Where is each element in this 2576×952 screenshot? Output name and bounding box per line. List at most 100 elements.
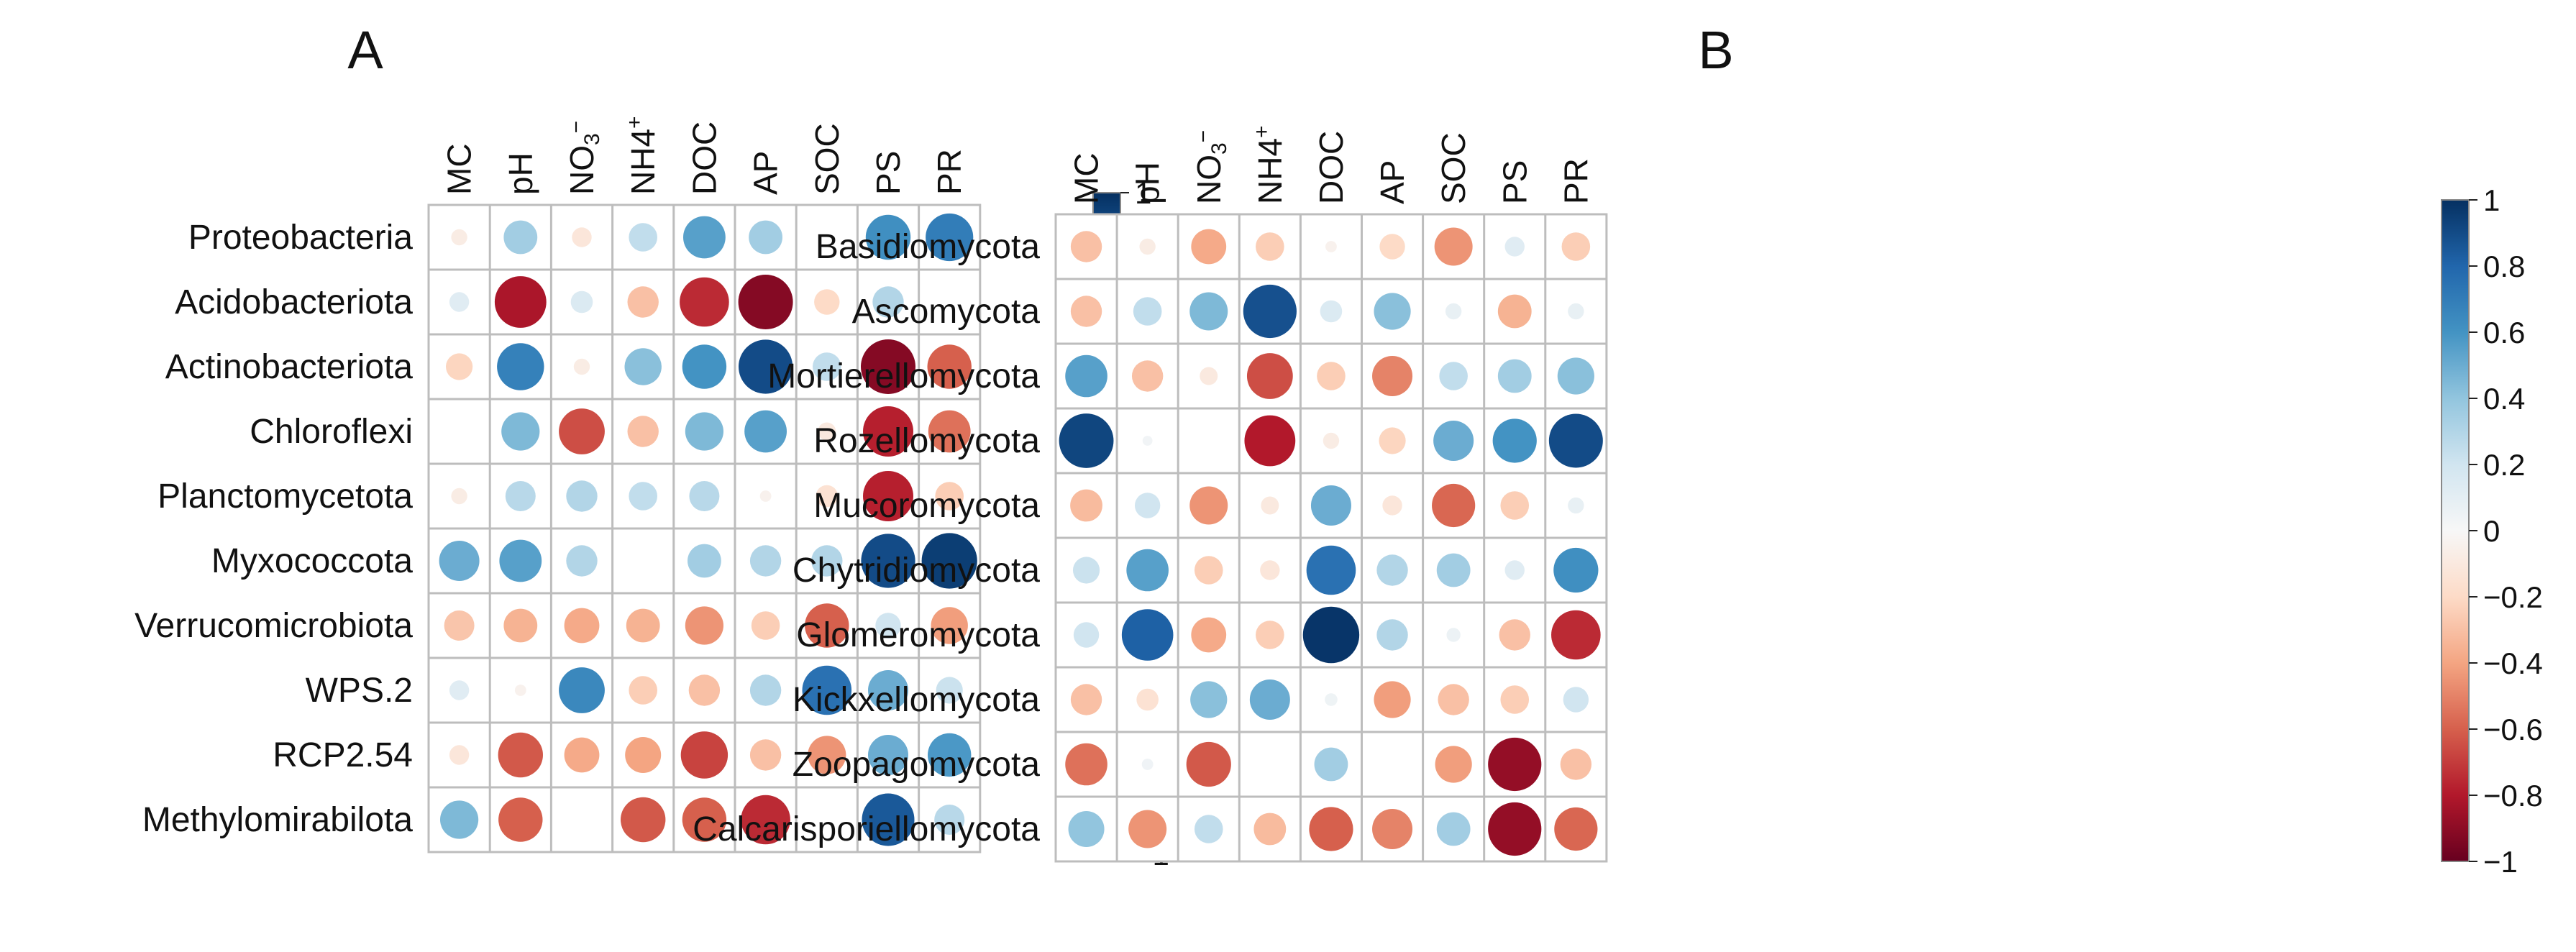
- correlation-circle: [872, 286, 904, 318]
- correlation-circle: [680, 731, 729, 779]
- correlation-circle: [814, 289, 840, 315]
- correlation-circle: [566, 545, 598, 577]
- correlation-circle: [935, 482, 964, 511]
- correlation-circle: [1186, 741, 1231, 787]
- column-label: SOC: [1435, 132, 1472, 204]
- correlation-circle: [1379, 427, 1406, 454]
- correlation-circle: [1432, 483, 1476, 528]
- row-label: Planctomycetota: [157, 477, 413, 516]
- correlation-circle: [503, 220, 538, 255]
- correlation-circle: [1302, 606, 1360, 664]
- correlation-circle: [1436, 812, 1471, 846]
- column-label: MC: [441, 143, 478, 195]
- panel-b: B MC pH NO3− NH4+ DOC AP SOC PS PR Basidiomycota…: [693, 20, 2543, 879]
- panel-b-row-labels: Basidiomycota Ascomycota Mortierellomycota…: [693, 228, 1040, 848]
- correlation-circle: [572, 227, 592, 247]
- panel-a-column-labels: MC pH NO3− NH4+ DOC AP SOC PS PR: [441, 116, 969, 195]
- correlation-circle: [1379, 234, 1405, 260]
- correlation-circle: [1246, 353, 1293, 399]
- correlation-circle: [1372, 356, 1413, 396]
- correlation-circle: [738, 275, 793, 329]
- correlation-circle: [1548, 413, 1603, 468]
- correlation-circle: [629, 223, 657, 252]
- correlation-circle: [1309, 807, 1353, 851]
- correlation-circle: [1374, 293, 1411, 330]
- correlation-circle: [926, 213, 974, 262]
- correlation-circle: [1497, 294, 1532, 329]
- colorbar-tick-label: 0: [2483, 514, 2500, 548]
- colorbar-tick-label: 0.4: [2483, 382, 2525, 416]
- correlation-circle: [1073, 622, 1100, 648]
- correlation-circle: [751, 611, 780, 640]
- correlation-circle: [627, 416, 659, 447]
- correlation-circle: [1190, 681, 1228, 718]
- correlation-circle: [505, 481, 536, 511]
- correlation-circle: [1249, 679, 1290, 720]
- correlation-circle: [688, 674, 721, 706]
- correlation-circle: [1256, 232, 1284, 261]
- correlation-circle: [936, 677, 963, 704]
- correlation-circle: [1134, 493, 1161, 518]
- panel-a-circles: [439, 213, 977, 846]
- correlation-circle: [928, 410, 971, 453]
- column-label: DOC: [1312, 131, 1350, 204]
- correlation-circle: [446, 353, 473, 380]
- column-label: NH4+: [1250, 125, 1289, 204]
- correlation-circle: [1376, 554, 1408, 586]
- column-label: NH4+: [623, 116, 662, 195]
- correlation-circle: [1126, 549, 1169, 592]
- correlation-circle: [808, 736, 846, 774]
- correlation-circle: [1325, 241, 1337, 252]
- correlation-circle: [1372, 809, 1413, 849]
- colorbar-tick-label: 1: [1135, 176, 1151, 210]
- row-label: WPS.2: [306, 672, 413, 710]
- row-label: Ascomycota: [852, 293, 1041, 331]
- correlation-circle: [498, 732, 543, 778]
- correlation-circle: [503, 608, 538, 643]
- correlation-circle: [749, 545, 782, 577]
- column-label: PR: [1557, 158, 1594, 204]
- correlation-circle: [868, 735, 908, 775]
- correlation-circle: [1191, 229, 1227, 265]
- column-label: PS: [869, 151, 907, 195]
- correlation-circle: [1142, 436, 1153, 446]
- correlation-circle: [1504, 560, 1525, 580]
- correlation-circle: [1439, 362, 1468, 390]
- correlation-circle: [1261, 496, 1279, 515]
- correlation-circle: [1446, 628, 1461, 642]
- correlation-circle: [1256, 621, 1284, 649]
- panel-a-letter: A: [347, 20, 383, 80]
- correlation-circle: [449, 680, 470, 700]
- correlation-circle: [573, 358, 590, 375]
- correlation-circle: [1189, 292, 1228, 331]
- correlation-circle: [1121, 609, 1174, 661]
- correlation-circle: [682, 797, 727, 842]
- correlation-circle: [1376, 619, 1408, 651]
- correlation-circle: [749, 739, 782, 771]
- correlation-circle: [1435, 746, 1472, 783]
- correlation-circle: [559, 408, 605, 454]
- column-label: NO3−: [1190, 130, 1231, 204]
- colorbar-tick-label: −0.8: [2483, 779, 2543, 813]
- panel-a-row-labels: Proteobacteria Acidobacteriota Actinobacte…: [134, 219, 413, 839]
- row-label: Verrucomicrobiota: [134, 607, 413, 645]
- correlation-circle: [689, 481, 720, 511]
- correlation-circle: [1438, 684, 1469, 715]
- correlation-circle: [1436, 553, 1471, 587]
- correlation-circle: [1492, 418, 1537, 463]
- correlation-circle: [1433, 421, 1474, 461]
- correlation-circle: [499, 539, 542, 582]
- correlation-circle: [816, 485, 839, 508]
- correlation-circle: [1553, 547, 1599, 593]
- column-label: pH: [1129, 162, 1166, 204]
- panel-b-colorbar: 1 0.8 0.6 0.4 0.2 0 −0.2 −0.4 −0.6 −0.8 −1: [2441, 183, 2543, 879]
- correlation-circle: [449, 292, 470, 312]
- correlation-circle: [739, 339, 793, 394]
- correlation-circle: [1244, 415, 1296, 467]
- correlation-circle: [1317, 362, 1346, 390]
- colorbar-tick-label: 1: [2483, 183, 2500, 217]
- row-label: Chytridiomycota: [793, 551, 1040, 590]
- correlation-circle: [865, 214, 911, 260]
- correlation-circle: [759, 490, 772, 502]
- correlation-circle: [1504, 237, 1525, 257]
